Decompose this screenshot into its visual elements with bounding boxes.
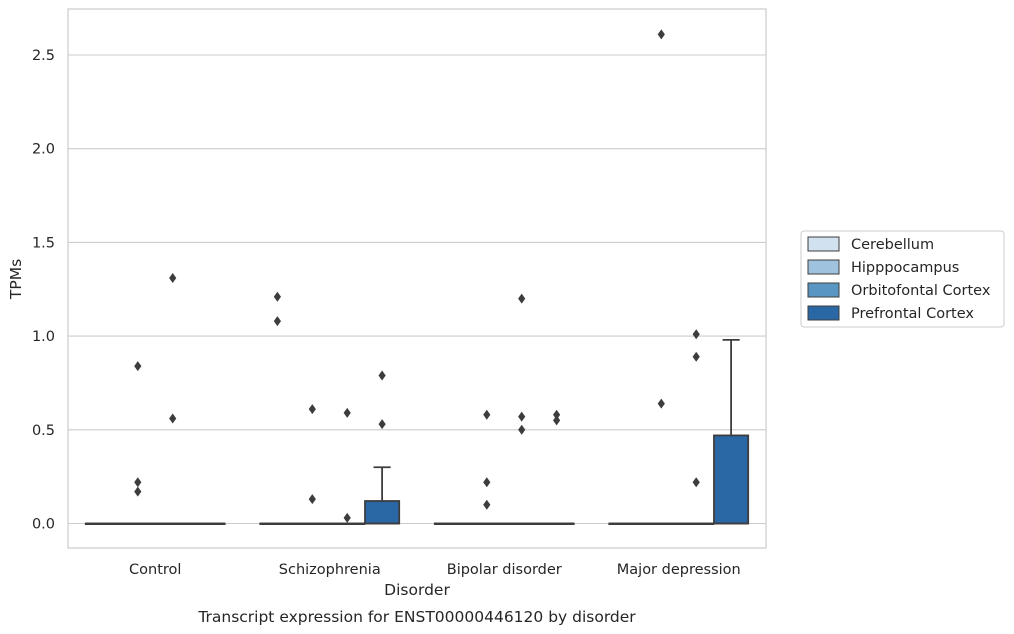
chart-caption: Transcript expression for ENST0000044612… xyxy=(197,608,636,626)
box-cerebellum xyxy=(259,291,296,526)
box-hipppocampus xyxy=(119,361,156,526)
x-tick-label: Schizophrenia xyxy=(279,562,381,578)
y-tick-label: 1.5 xyxy=(32,235,55,251)
outlier-point xyxy=(518,424,526,435)
y-tick-label: 2.0 xyxy=(32,142,55,158)
outlier-point xyxy=(483,409,491,420)
box-prefrontal-cortex xyxy=(713,338,750,525)
box-prefrontal-cortex xyxy=(189,522,226,526)
box-prefrontal-cortex xyxy=(364,370,401,525)
legend-swatch xyxy=(807,236,840,252)
outlier-point xyxy=(169,273,177,284)
outlier-point xyxy=(518,411,526,422)
box-orbitofontal-cortex xyxy=(154,273,191,526)
legend-label: Hipppocampus xyxy=(851,260,959,276)
legend-swatch xyxy=(807,259,840,275)
box-orbitofontal-cortex xyxy=(678,329,715,526)
grid-lines xyxy=(68,54,766,525)
outlier-point xyxy=(657,29,665,40)
outlier-point xyxy=(343,512,351,523)
box-hipppocampus xyxy=(643,29,680,526)
box-body xyxy=(713,434,750,525)
outlier-point xyxy=(657,398,665,409)
outlier-point xyxy=(308,494,316,505)
outlier-point xyxy=(378,419,386,430)
outlier-point xyxy=(553,415,561,426)
x-tick-label: Major depression xyxy=(617,562,741,578)
box-prefrontal-cortex xyxy=(538,409,575,526)
outlier-point xyxy=(169,413,177,424)
box-orbitofontal-cortex xyxy=(503,293,540,526)
plot-frame xyxy=(67,8,767,549)
outlier-point xyxy=(273,316,281,327)
legend-label: Orbitofontal Cortex xyxy=(851,283,991,299)
outlier-point xyxy=(692,351,700,362)
legend-label: Cerebellum xyxy=(851,237,934,253)
outlier-point xyxy=(134,361,142,372)
x-axis-ticks: Control Schizophrenia Bipolar disorder Majo… xyxy=(129,562,741,578)
outlier-point xyxy=(483,499,491,510)
x-tick-label: Control xyxy=(129,562,181,578)
outlier-point xyxy=(273,291,281,302)
box-series xyxy=(84,29,750,526)
legend-swatch xyxy=(807,282,840,298)
box-hipppocampus xyxy=(294,404,331,526)
y-axis-ticks: 0.0 0.5 1.0 1.5 2.0 2.5 xyxy=(32,48,55,533)
outlier-point xyxy=(692,329,700,340)
outlier-point xyxy=(134,486,142,497)
box-body xyxy=(364,500,401,525)
y-tick-label: 1.0 xyxy=(32,329,55,345)
box-cerebellum xyxy=(84,522,121,526)
y-axis-title: TPMs xyxy=(7,259,25,300)
x-tick-label: Bipolar disorder xyxy=(447,562,562,578)
outlier-point xyxy=(378,370,386,381)
y-tick-label: 0.5 xyxy=(32,423,55,439)
box-cerebellum xyxy=(433,522,470,526)
outlier-point xyxy=(134,477,142,488)
legend-label: Prefrontal Cortex xyxy=(851,306,974,322)
outlier-point xyxy=(308,404,316,415)
y-tick-label: 2.5 xyxy=(32,48,55,64)
box-cerebellum xyxy=(608,522,645,526)
outlier-point xyxy=(483,477,491,488)
legend-swatch xyxy=(807,305,840,321)
outlier-point xyxy=(518,293,526,304)
legend-frame xyxy=(800,230,1005,328)
outlier-point xyxy=(343,407,351,418)
x-axis-title: Disorder xyxy=(384,581,450,599)
legend: Cerebellum Hipppocampus Orbitofontal Corte… xyxy=(800,230,1005,328)
box-hipppocampus xyxy=(468,409,505,526)
outlier-point xyxy=(692,477,700,488)
box-orbitofontal-cortex xyxy=(329,407,366,526)
outlier-point xyxy=(553,409,561,420)
y-tick-label: 0.0 xyxy=(32,517,55,533)
